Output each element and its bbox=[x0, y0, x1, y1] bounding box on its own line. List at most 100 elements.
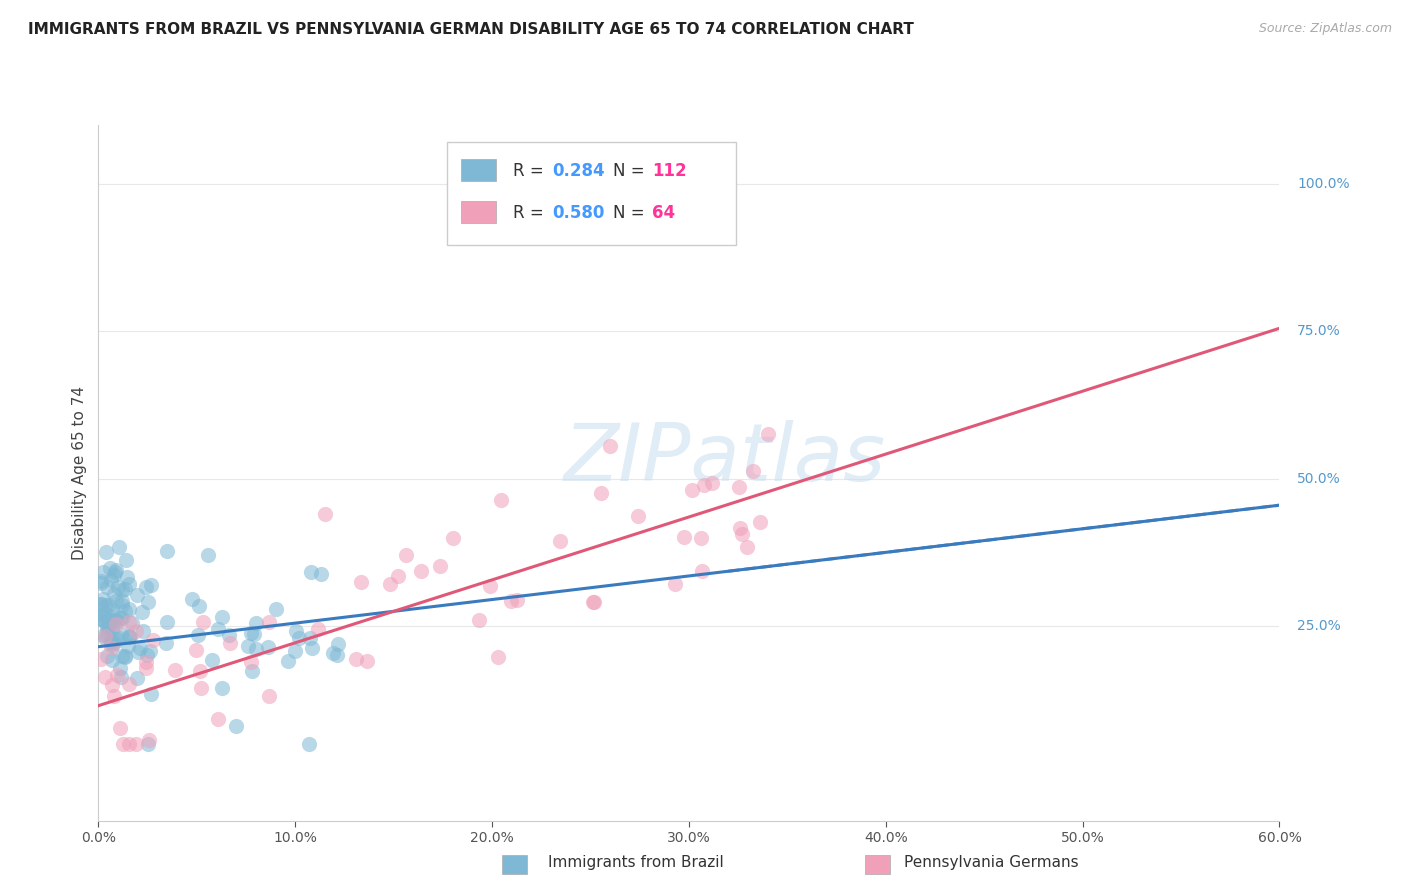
Point bbox=[142, 632, 165, 647]
Point bbox=[756, 426, 779, 441]
Point bbox=[100, 641, 122, 656]
Point bbox=[155, 544, 177, 558]
Point bbox=[627, 508, 650, 523]
Point bbox=[599, 439, 621, 453]
Text: N =: N = bbox=[613, 203, 650, 221]
Point bbox=[105, 631, 128, 645]
Point bbox=[673, 531, 696, 545]
Text: 75.0%: 75.0% bbox=[1298, 325, 1341, 338]
Point bbox=[380, 577, 402, 591]
Point bbox=[735, 540, 758, 554]
Point bbox=[101, 602, 124, 616]
Point bbox=[501, 594, 523, 608]
Point bbox=[187, 599, 209, 613]
Point bbox=[288, 631, 311, 645]
Point bbox=[301, 640, 323, 655]
Point bbox=[299, 566, 322, 580]
Point bbox=[118, 615, 141, 630]
Point bbox=[90, 607, 112, 621]
Point bbox=[136, 648, 159, 662]
Point bbox=[155, 636, 177, 650]
Point bbox=[94, 606, 117, 620]
Point bbox=[93, 614, 115, 628]
Point bbox=[104, 613, 127, 627]
Point bbox=[127, 671, 149, 685]
Point bbox=[264, 602, 287, 616]
Point bbox=[328, 636, 350, 650]
Point bbox=[225, 719, 247, 733]
Text: R =: R = bbox=[513, 161, 548, 180]
Point bbox=[108, 540, 131, 554]
Text: 64: 64 bbox=[652, 203, 675, 221]
Point bbox=[117, 639, 139, 653]
Point bbox=[690, 565, 713, 579]
Point bbox=[89, 597, 111, 611]
Point bbox=[141, 578, 163, 592]
FancyBboxPatch shape bbox=[447, 142, 737, 245]
Point bbox=[94, 598, 117, 612]
Point bbox=[135, 580, 157, 594]
Point bbox=[239, 626, 262, 640]
Point bbox=[104, 565, 127, 579]
Point bbox=[506, 593, 529, 607]
Point bbox=[108, 661, 131, 675]
Point bbox=[582, 595, 605, 609]
Point bbox=[239, 655, 262, 669]
Point bbox=[103, 567, 125, 582]
Point bbox=[114, 582, 136, 596]
Text: 0.284: 0.284 bbox=[553, 161, 605, 180]
Point bbox=[589, 486, 612, 500]
Point bbox=[115, 570, 138, 584]
Point bbox=[156, 615, 179, 630]
Point bbox=[218, 628, 240, 642]
Point bbox=[207, 622, 229, 636]
Point bbox=[96, 545, 118, 559]
Point bbox=[100, 573, 122, 587]
Point bbox=[118, 737, 141, 751]
Text: N =: N = bbox=[613, 161, 650, 180]
Point bbox=[184, 643, 207, 657]
Point bbox=[136, 595, 159, 609]
Y-axis label: Disability Age 65 to 74: Disability Age 65 to 74 bbox=[72, 385, 87, 560]
Point bbox=[89, 611, 111, 625]
Point bbox=[741, 464, 763, 478]
Point bbox=[98, 618, 121, 632]
Point bbox=[97, 620, 120, 634]
Point bbox=[91, 565, 114, 579]
Point bbox=[245, 642, 267, 657]
Point bbox=[201, 653, 224, 667]
Point bbox=[110, 671, 132, 685]
Point bbox=[107, 580, 129, 594]
Point bbox=[138, 644, 160, 658]
Point bbox=[103, 587, 125, 601]
Text: 100.0%: 100.0% bbox=[1298, 177, 1350, 191]
Point bbox=[103, 689, 125, 703]
Point bbox=[139, 687, 162, 701]
Point bbox=[211, 681, 233, 695]
Point bbox=[110, 721, 132, 735]
Point bbox=[90, 574, 112, 588]
Point bbox=[245, 616, 267, 631]
Point bbox=[97, 598, 120, 612]
Point bbox=[118, 602, 141, 616]
Point bbox=[97, 614, 120, 628]
Point bbox=[100, 633, 122, 648]
Point bbox=[111, 598, 134, 612]
Point bbox=[188, 664, 211, 678]
Text: 112: 112 bbox=[652, 161, 688, 180]
Point bbox=[96, 580, 118, 594]
Point bbox=[131, 606, 153, 620]
Point bbox=[207, 712, 229, 726]
Point bbox=[104, 616, 127, 631]
Point bbox=[135, 661, 157, 675]
Point bbox=[90, 575, 112, 590]
Point bbox=[411, 564, 433, 578]
Point bbox=[322, 646, 344, 660]
Point bbox=[314, 507, 336, 521]
Point bbox=[118, 677, 141, 691]
Point bbox=[125, 588, 148, 602]
Point bbox=[105, 668, 128, 682]
Point bbox=[350, 575, 373, 590]
Point bbox=[479, 579, 502, 593]
Point bbox=[441, 531, 464, 545]
